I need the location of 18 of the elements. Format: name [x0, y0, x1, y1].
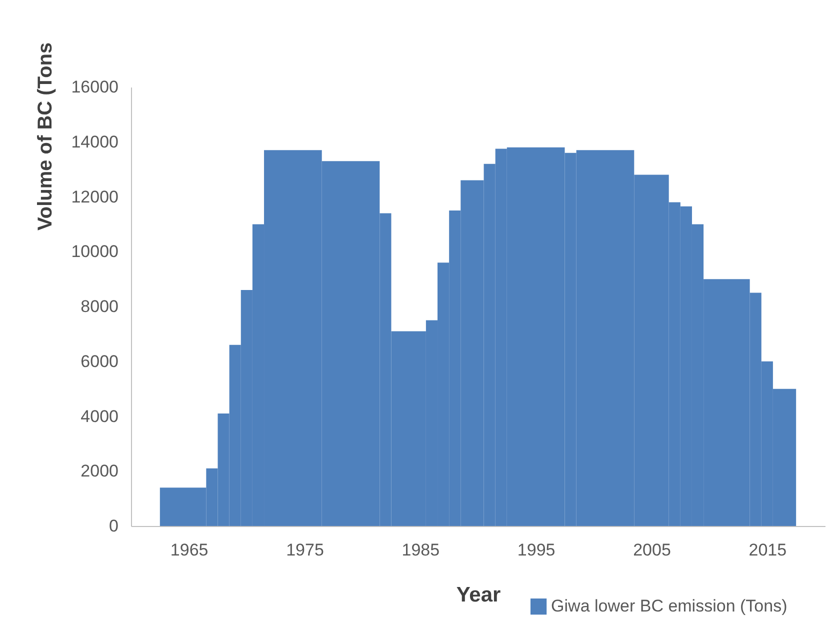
x-tick-label: 1995 [517, 540, 556, 560]
y-tick-label: 4000 [80, 406, 118, 426]
y-tick-label: 6000 [80, 352, 118, 371]
y-tick-label: 2000 [80, 462, 118, 481]
y-tick-label: 0 [109, 516, 118, 536]
y-tick-label: 12000 [71, 187, 118, 206]
y-tick-label: 14000 [71, 132, 118, 152]
y-axis-title: Volume of BC (Tons [34, 42, 56, 230]
x-axis-title: Year [456, 584, 501, 606]
y-tick-label: 8000 [80, 297, 118, 316]
x-tick-label: 1985 [402, 540, 440, 560]
y-tick-label: 16000 [71, 78, 118, 96]
legend-label: Giwa lower BC emission (Tons) [551, 596, 788, 616]
y-tick-label: 10000 [71, 242, 118, 262]
x-tick-label: 2005 [633, 540, 671, 560]
x-tick-label: 1965 [170, 540, 208, 560]
x-tick-label: 2015 [748, 540, 787, 560]
x-tick-label: 1975 [286, 540, 324, 560]
